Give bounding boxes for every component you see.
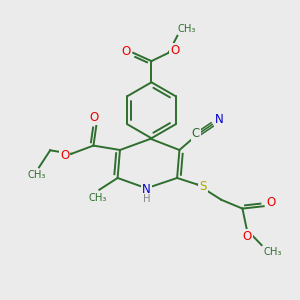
Text: N: N	[214, 113, 223, 126]
Text: CH₃: CH₃	[88, 193, 107, 203]
Text: N: N	[142, 183, 151, 196]
Text: H: H	[143, 194, 150, 205]
Text: S: S	[199, 180, 207, 193]
Text: CH₃: CH₃	[178, 24, 196, 34]
Text: O: O	[266, 196, 275, 209]
Text: CH₃: CH₃	[28, 170, 46, 180]
Text: C: C	[192, 127, 200, 140]
Text: O: O	[243, 230, 252, 243]
Text: O: O	[122, 45, 131, 58]
Text: O: O	[60, 149, 70, 162]
Text: O: O	[90, 111, 99, 124]
Text: CH₃: CH₃	[263, 247, 282, 257]
Text: O: O	[170, 44, 180, 57]
